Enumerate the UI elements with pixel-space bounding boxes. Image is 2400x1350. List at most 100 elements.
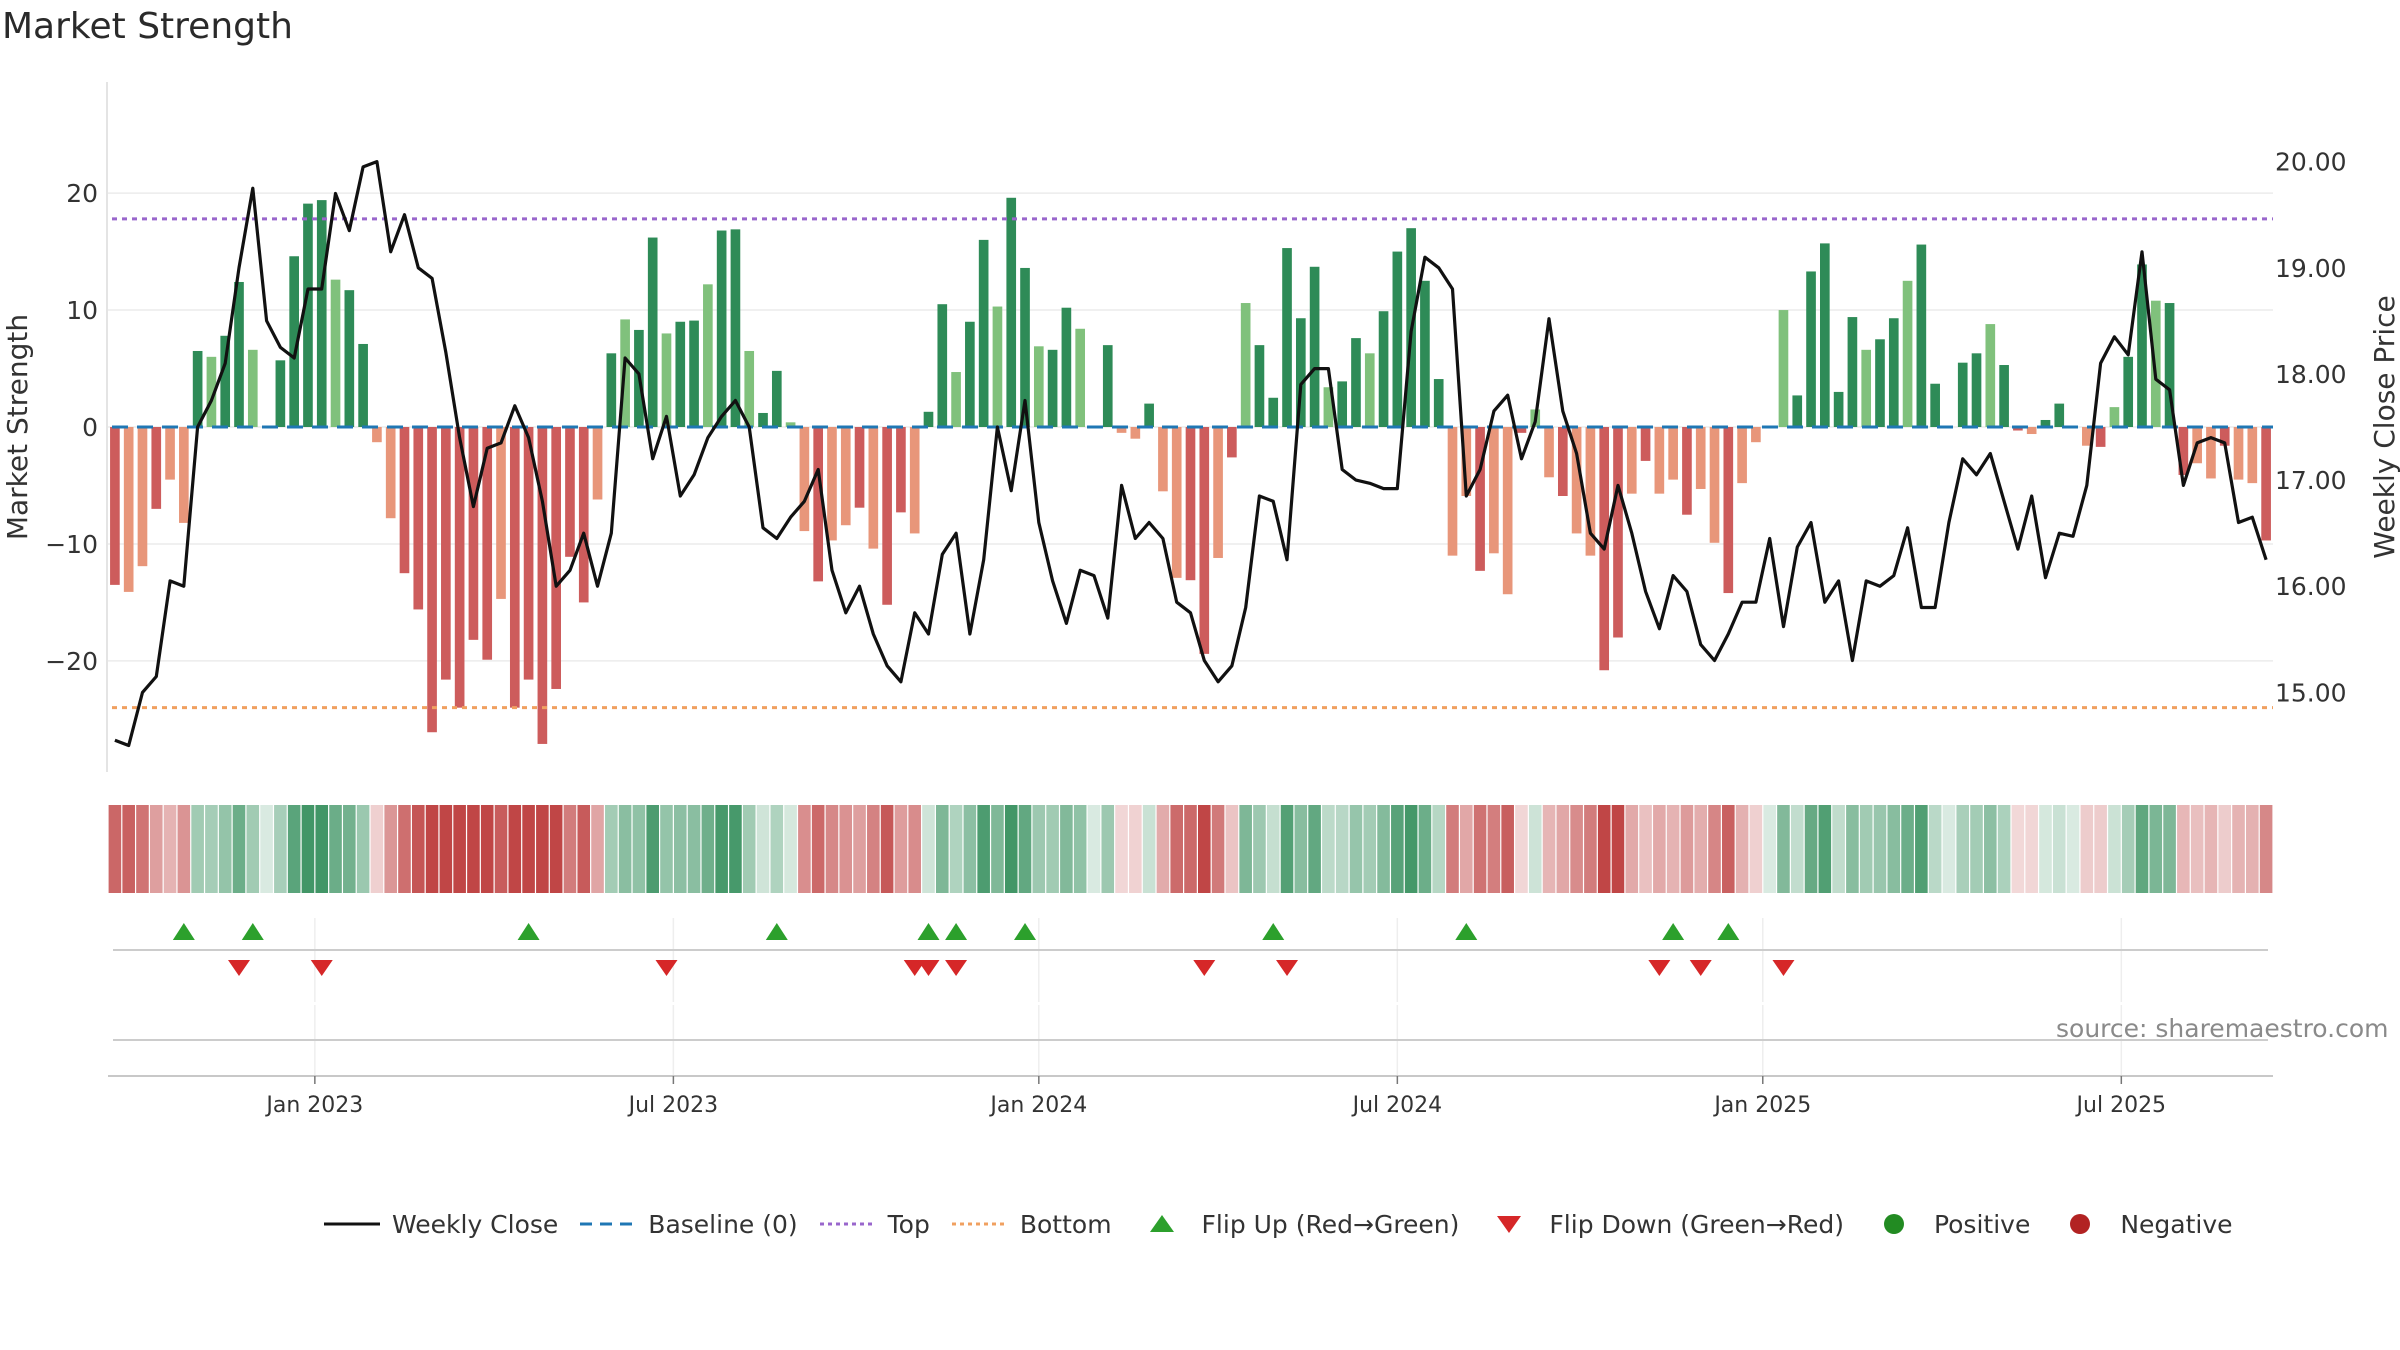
strength-strip-cell <box>1432 805 1446 893</box>
strength-strip-cell <box>2204 805 2218 893</box>
legend-positive-label: Positive <box>1933 1209 2031 1239</box>
strength-bar <box>289 256 299 427</box>
strength-strip-cell <box>1363 805 1377 893</box>
strength-strip-cell <box>1391 805 1404 893</box>
strength-bar <box>854 427 865 508</box>
left-tick-label: −20 <box>45 647 98 676</box>
strength-strip-cell <box>1942 805 1956 893</box>
strength-strip-cell <box>149 805 163 893</box>
legend-flip-up-label: Flip Up (Red→Green) <box>1201 1209 1460 1239</box>
strength-bar <box>1227 427 1237 458</box>
strength-strip-cell <box>1170 805 1184 893</box>
strength-strip-cell <box>908 805 921 893</box>
x-tick-label: Jan 2024 <box>988 1093 1087 1118</box>
flip-down-marker <box>1689 960 1712 976</box>
strength-strip-cell <box>894 805 908 893</box>
strength-strip-cell <box>673 805 687 893</box>
strength-strip-cell <box>1584 805 1597 893</box>
strength-strip-cell <box>1073 805 1087 893</box>
strength-strip-cell <box>770 805 784 893</box>
strength-strip-cell <box>563 805 577 893</box>
strength-strip-cell <box>1570 805 1583 893</box>
strength-bar <box>1240 303 1251 427</box>
strength-strip-cell <box>1101 805 1115 893</box>
legend-weekly-close-label: Weekly Close <box>392 1209 559 1239</box>
strength-bar <box>1557 427 1568 496</box>
strength-strip-cell <box>1735 805 1749 893</box>
strength-strip-cell <box>2232 805 2245 893</box>
strength-bar <box>1709 427 1720 543</box>
strength-bar <box>1985 324 1996 427</box>
flip-up-marker <box>1662 923 1685 940</box>
strength-strip-cell <box>508 805 522 893</box>
strength-bar <box>303 203 313 427</box>
strength-bar <box>1075 328 1086 427</box>
x-tick-label: Jan 2023 <box>264 1093 363 1118</box>
legend-negative: Negative <box>2050 1210 2233 1239</box>
strength-strip-cell <box>1984 805 1997 893</box>
strength-strip-cell <box>536 805 549 893</box>
strength-strip-cell <box>2039 805 2052 893</box>
strength-strip-cell <box>1708 805 1721 893</box>
strength-strip-cell <box>1777 805 1790 893</box>
strength-strip-cell <box>2135 805 2149 893</box>
strength-strip-cell <box>1542 805 1556 893</box>
strength-bar <box>441 427 451 680</box>
strength-bar <box>1364 353 1375 427</box>
strength-bar <box>2261 427 2271 541</box>
strength-bar <box>247 349 258 427</box>
strength-bar <box>220 335 231 427</box>
strength-strip-cell <box>1280 805 1294 893</box>
flip-down-marker <box>917 960 940 976</box>
strength-bar <box>275 360 286 427</box>
flip-up-marker <box>1717 923 1740 940</box>
top-swatch-icon <box>819 1222 876 1226</box>
strength-strip-cell <box>715 805 728 893</box>
strength-strip-cell <box>329 805 342 893</box>
strength-strip-cell <box>549 805 563 893</box>
flip-up-marker <box>765 923 788 940</box>
flip-down-marker <box>310 960 333 976</box>
strength-strip-cell <box>1060 805 1073 893</box>
strength-bar <box>1144 403 1154 427</box>
strength-bar <box>137 427 148 567</box>
strength-strip-cell <box>177 805 191 893</box>
strength-bar <box>1295 318 1306 427</box>
strength-strip-cell <box>2190 805 2204 893</box>
strength-bar <box>1585 427 1596 556</box>
legend-bottom: Bottom <box>950 1210 1112 1239</box>
strength-bar <box>1116 427 1127 433</box>
x-tick-label: Jul 2025 <box>2075 1093 2167 1118</box>
flip-up-marker <box>1455 923 1478 940</box>
strength-bars <box>110 197 2271 744</box>
legend-baseline: Baseline (0) <box>578 1210 798 1239</box>
strength-strip-cell <box>480 805 494 893</box>
strength-bar <box>482 427 493 660</box>
strength-strip-cell <box>1680 805 1694 893</box>
strength-strip-cell <box>1528 805 1542 893</box>
flip-up-marker <box>517 923 540 940</box>
strength-strip-cell <box>1639 805 1652 893</box>
strength-strip-cell <box>1087 805 1101 893</box>
strength-bar <box>1888 318 1899 427</box>
strength-bar <box>1475 427 1485 571</box>
strength-strip-cell <box>577 805 591 893</box>
strength-bar <box>785 422 796 427</box>
strength-strip-cell <box>163 805 177 893</box>
legend-positive: Positive <box>1864 1210 2030 1239</box>
strength-bar <box>937 304 948 427</box>
strength-strip-cell <box>1460 805 1473 893</box>
strength-strip-cell <box>1211 805 1225 893</box>
strength-strip-cell <box>1846 805 1859 893</box>
strength-bar <box>1792 395 1803 427</box>
strength-strip-cell <box>632 805 646 893</box>
strength-bar <box>523 427 534 680</box>
weekly-close-layer <box>114 160 2268 748</box>
strength-strip-cell <box>756 805 770 893</box>
strength-strip-cell <box>2259 805 2273 893</box>
strength-bar <box>2150 300 2161 427</box>
strength-bar <box>2040 419 2051 427</box>
strength-strip-cell <box>701 805 715 893</box>
strength-strip-cell <box>1418 805 1432 893</box>
